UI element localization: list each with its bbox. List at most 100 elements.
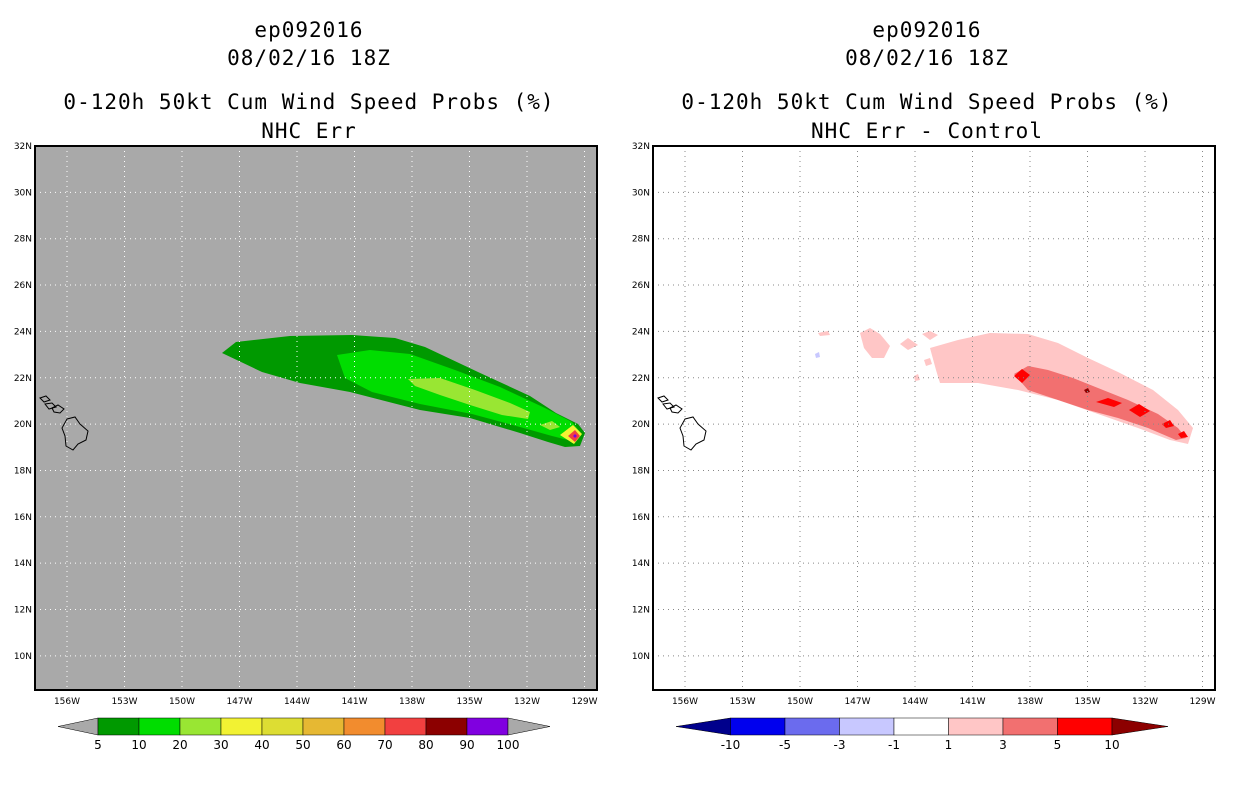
colorbar-label: 10 [131,738,146,752]
right-title-storm-id: ep092016 [872,18,982,42]
swath-90-plus [573,434,577,438]
colorbar-label: -1 [888,738,900,752]
lon-label: 141W [341,697,367,707]
lat-label: 18N [14,466,32,476]
lat-label: 14N [14,559,32,569]
lat-label: 32N [632,142,650,152]
lat-label: 26N [14,281,32,291]
lat-label: 16N [14,513,32,523]
left-lat-axis: 32N 30N 28N 26N 24N 22N 20N 18N 16N 14N 12N 10N [14,142,32,662]
lat-label: 28N [632,235,650,245]
lon-label: 156W [54,697,80,707]
lat-label: 24N [14,327,32,337]
lon-label: 144W [284,697,310,707]
right-title-date: 08/02/16 18Z [845,46,1009,70]
right-lon-axis: 156W 153W 150W 147W 144W 141W 138W 135W 132W 129W [672,697,1216,707]
lat-label: 22N [632,374,650,384]
colorbar-label: 70 [377,738,392,752]
lat-label: 12N [14,606,32,616]
colorbar-box [220,717,263,736]
colorbar-box [1002,717,1058,736]
diff-1-3-speck-c [818,331,830,336]
colorbar-box [138,717,181,736]
colorbar-box [261,717,304,736]
lon-label: 156W [672,697,698,707]
diff-5-10-a [1014,369,1030,383]
colorbar-over-arrow [507,717,551,736]
swath-20-30 [408,378,530,419]
left-title-date: 08/02/16 18Z [227,46,391,70]
colorbar-label: 5 [1054,738,1062,752]
colorbar-under-arrow [57,717,99,736]
lon-label: 153W [111,697,137,707]
right-title-product: 0-120h 50kt Cum Wind Speed Probs (%) [681,90,1173,114]
left-lon-axis: 156W 153W 150W 147W 144W 141W 138W 135W 132W 129W [54,697,598,707]
left-colorbar: 5 10 20 30 40 50 60 70 80 90 100 [57,717,551,752]
lat-label: 30N [14,188,32,198]
diff-1-3-speck-b [924,358,932,366]
lon-label: 141W [959,697,985,707]
diff-5-10-e [1178,431,1188,438]
diff-5-10-b [1096,398,1122,407]
colorbar-box [893,717,949,736]
diff-neg-speck [815,352,820,358]
diff-1-3-west-c [922,331,938,340]
colorbar-label: 60 [336,738,351,752]
diff-10-plus [1084,388,1090,393]
colorbar-box [948,717,1004,736]
colorbar-label: 90 [459,738,474,752]
colorbar-box [784,717,840,736]
lat-label: 10N [632,652,650,662]
colorbar-label: 3 [999,738,1007,752]
colorbar-label: 5 [94,738,102,752]
left-title-subtitle: NHC Err [261,119,357,143]
colorbar-label: 10 [1104,738,1119,752]
colorbar-over-arrow [1111,717,1169,736]
right-difference-swath [815,328,1193,444]
lon-label: 138W [1017,697,1043,707]
lat-label: 32N [14,142,32,152]
lat-label: 26N [632,281,650,291]
lat-label: 28N [14,235,32,245]
colorbar-box [425,717,468,736]
lat-label: 12N [632,606,650,616]
diff-5-10-c [1129,404,1150,417]
lon-label: 132W [514,697,540,707]
lon-label: 144W [902,697,928,707]
colorbar-label: -3 [834,738,846,752]
colorbar-label: 80 [418,738,433,752]
colorbar-label: -10 [721,738,741,752]
lon-label: 135W [1074,697,1100,707]
lon-label: 135W [456,697,482,707]
left-title-product: 0-120h 50kt Cum Wind Speed Probs (%) [63,90,555,114]
lat-label: 22N [14,374,32,384]
diff-1-3-west-a [860,328,890,358]
right-map-panel: ep092016 08/02/16 18Z 0-120h 50kt Cum Wi… [618,0,1236,800]
colorbar-label: 40 [254,738,269,752]
lat-label: 14N [632,559,650,569]
colorbar-label: 100 [497,738,520,752]
left-map-svg: 32N 30N 28N 26N 24N 22N 20N 18N 16N 14N 12N 10N 156… [14,142,598,752]
lon-label: 147W [226,697,252,707]
lat-label: 30N [632,188,650,198]
colorbar-box [343,717,386,736]
right-colorbar: -10 -5 -3 -1 1 3 5 10 [675,717,1169,752]
colorbar-box [1057,717,1113,736]
colorbar-box [302,717,345,736]
colorbar-box [97,717,140,736]
right-map-grid [653,146,1215,690]
colorbar-label: 1 [945,738,953,752]
left-map-grid [35,146,597,690]
swath-20-30-east [540,421,560,430]
diff-1-3-speck-a [914,374,920,381]
colorbar-label: 30 [213,738,228,752]
right-hawaii-coastline [657,395,707,451]
colorbar-box [730,717,786,736]
lat-label: 24N [632,327,650,337]
right-lat-axis: 32N 30N 28N 26N 24N 22N 20N 18N 16N 14N 12N 10N [632,142,650,662]
right-map-svg: 32N 30N 28N 26N 24N 22N 20N 18N 16N 14N 12N 10N 156… [632,142,1216,752]
left-hawaii-coastline [39,395,89,451]
left-title-storm-id: ep092016 [254,18,364,42]
lon-label: 153W [729,697,755,707]
lat-label: 18N [632,466,650,476]
